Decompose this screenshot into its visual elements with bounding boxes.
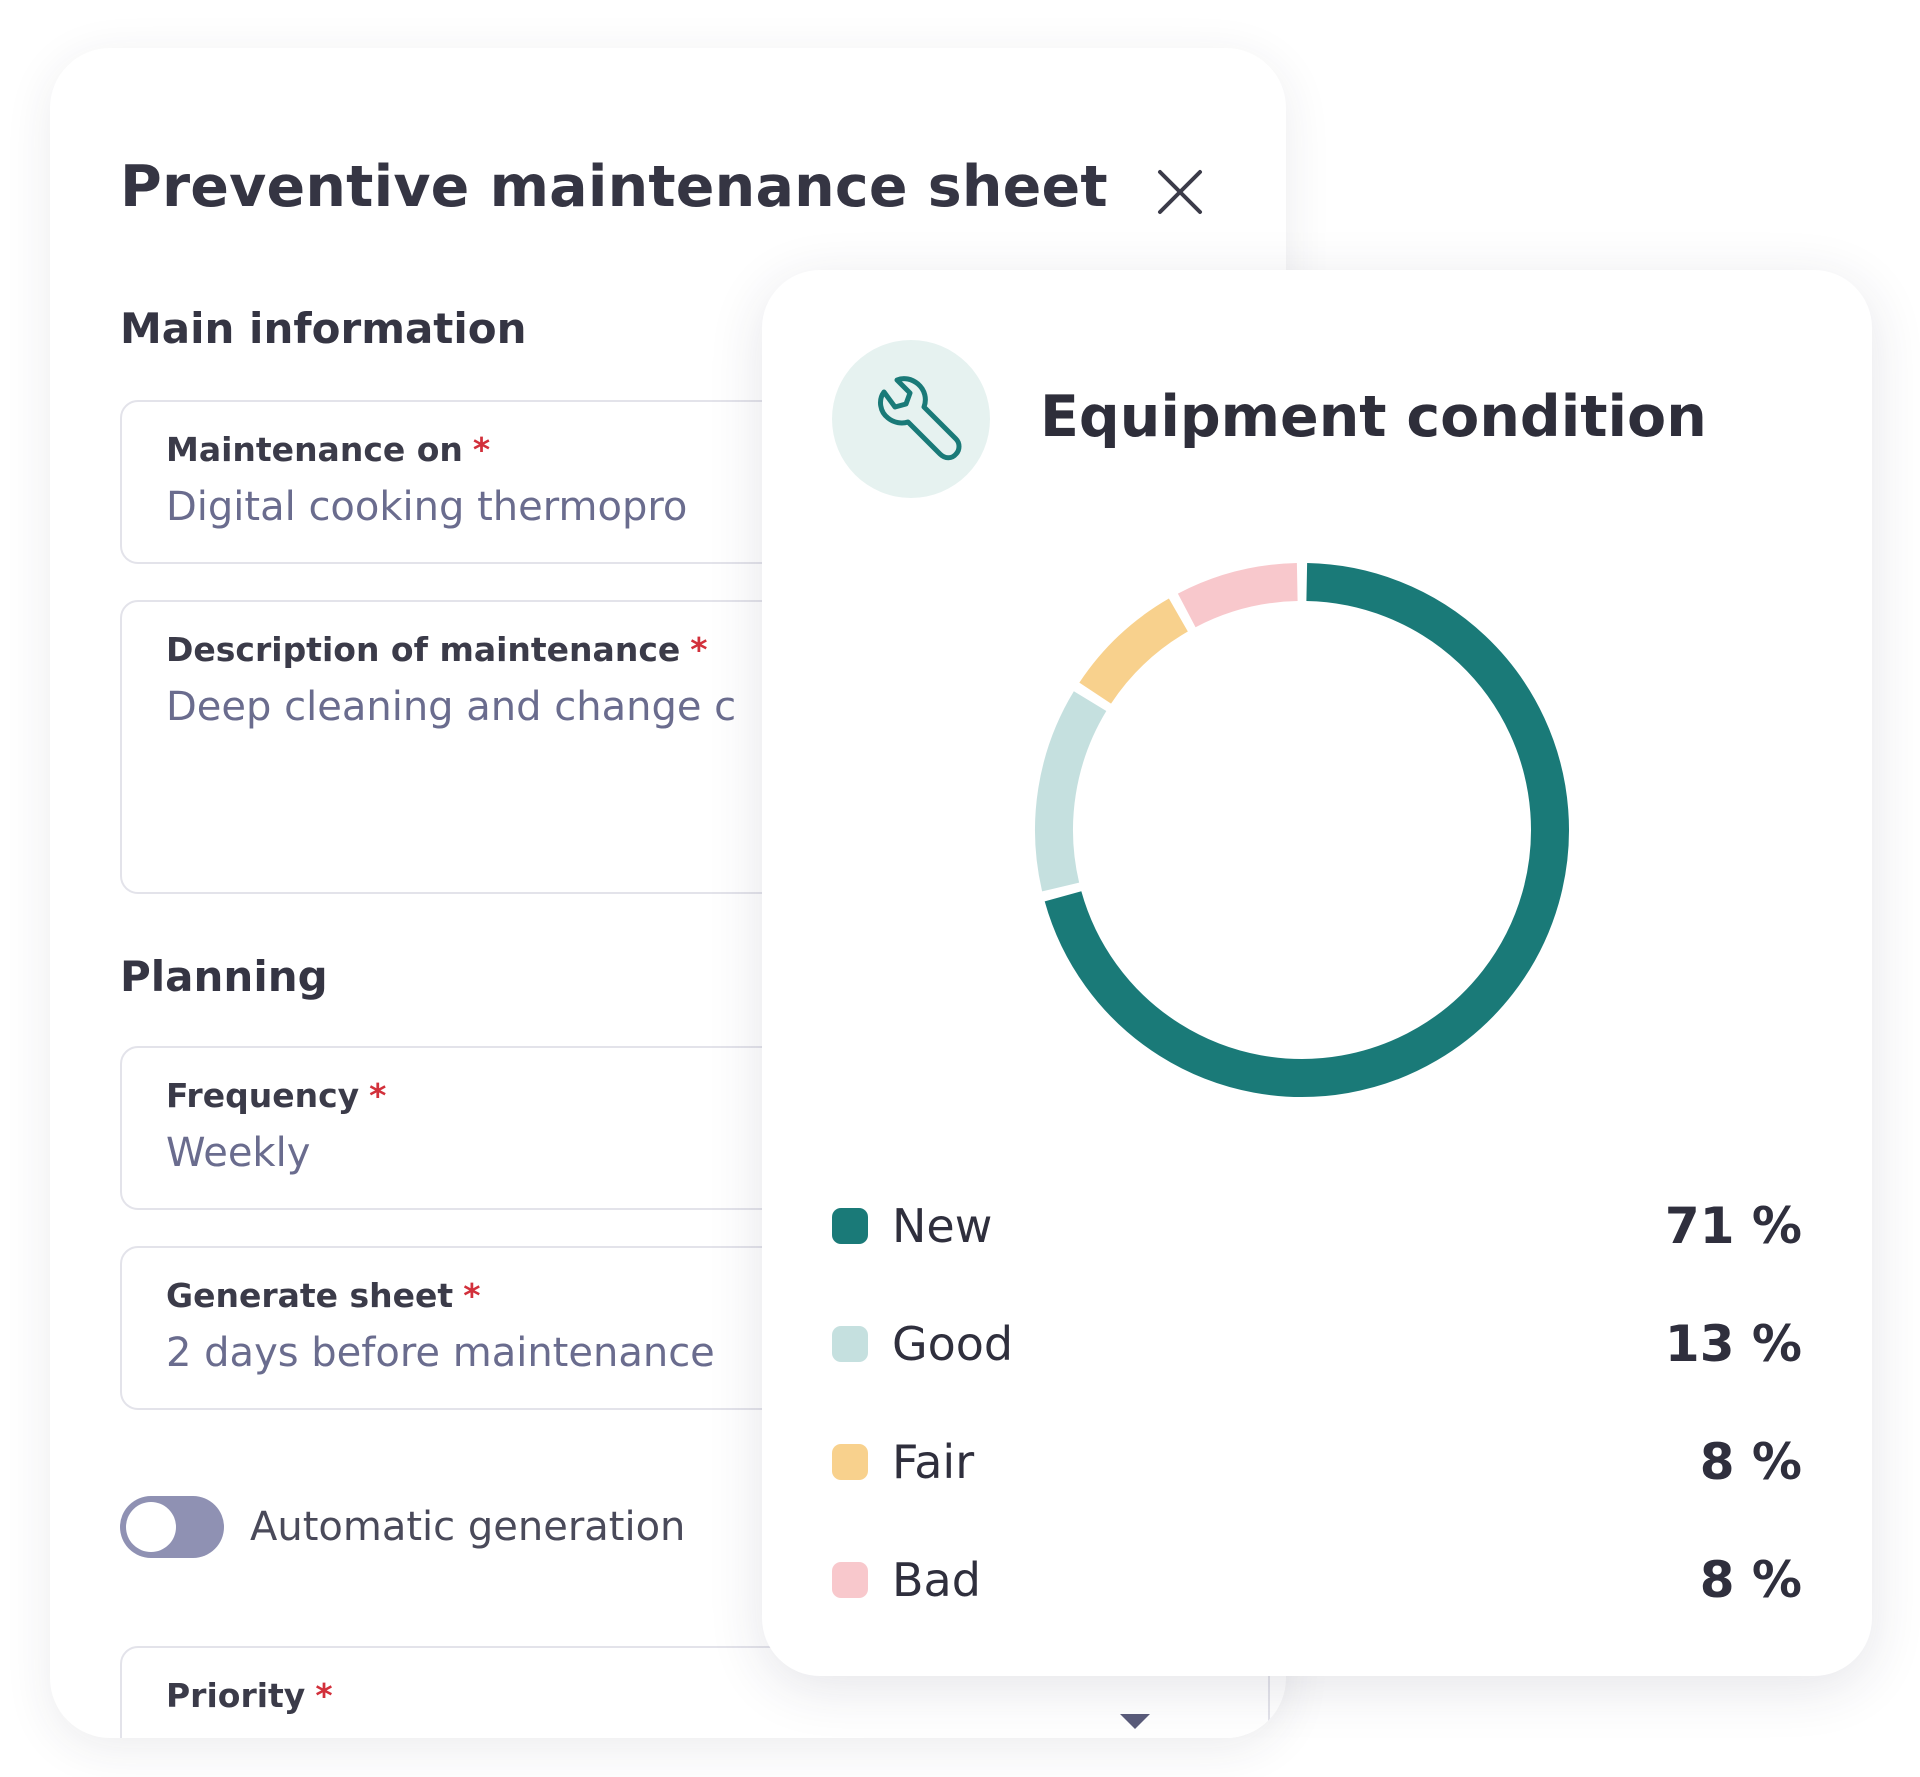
legend-item-good: Good 13 % — [832, 1304, 1802, 1384]
legend-swatch — [832, 1444, 868, 1480]
legend-swatch — [832, 1208, 868, 1244]
required-mark: * — [315, 1676, 333, 1715]
icon-badge — [832, 340, 990, 498]
legend-item-new: New 71 % — [832, 1186, 1802, 1266]
automatic-generation-label: Automatic generation — [250, 1504, 686, 1550]
legend-swatch — [832, 1326, 868, 1362]
required-mark: * — [369, 1076, 387, 1115]
legend-value: 8 % — [1699, 1551, 1802, 1609]
legend-value: 8 % — [1699, 1433, 1802, 1491]
legend-label: New — [892, 1199, 993, 1253]
frequency-value: Weekly — [166, 1130, 311, 1176]
close-icon — [1158, 170, 1202, 214]
priority-label: Priority * — [166, 1676, 333, 1715]
donut-slice-fair — [1079, 598, 1189, 704]
generate-sheet-label-text: Generate sheet — [166, 1276, 454, 1315]
description-label: Description of maintenance * — [166, 630, 708, 669]
chevron-down-icon[interactable] — [1120, 1714, 1150, 1729]
legend-item-bad: Bad 8 % — [832, 1540, 1802, 1620]
required-mark: * — [463, 1276, 481, 1315]
legend-item-fair: Fair 8 % — [832, 1422, 1802, 1502]
maintenance-on-label: Maintenance on * — [166, 430, 490, 469]
priority-label-text: Priority — [166, 1676, 306, 1715]
section-title-planning: Planning — [120, 952, 328, 1001]
legend-label: Good — [892, 1317, 1014, 1371]
legend-label: Bad — [892, 1553, 981, 1607]
close-button[interactable] — [1150, 162, 1210, 222]
required-mark: * — [472, 430, 491, 469]
legend-value: 13 % — [1664, 1315, 1802, 1373]
toggle-knob — [126, 1502, 176, 1552]
donut-chart — [1035, 563, 1569, 1097]
card-title: Equipment condition — [1040, 384, 1707, 450]
sheet-title: Preventive maintenance sheet — [120, 154, 1108, 220]
legend-swatch — [832, 1562, 868, 1598]
section-title-main-information: Main information — [120, 304, 527, 353]
description-label-text: Description of maintenance — [166, 630, 681, 669]
legend-label: Fair — [892, 1435, 975, 1489]
legend-value: 71 % — [1664, 1197, 1802, 1255]
automatic-generation-toggle[interactable] — [120, 1496, 224, 1558]
donut-slice-good — [1035, 691, 1107, 892]
wrench-icon — [878, 376, 962, 461]
maintenance-on-label-text: Maintenance on — [166, 430, 463, 469]
required-mark: * — [690, 630, 708, 669]
equipment-condition-card: Equipment condition New 71 % Good 13 % Fair 8… — [762, 270, 1872, 1676]
maintenance-on-value: Digital cooking thermopro — [166, 484, 688, 530]
generate-sheet-value: 2 days before maintenance — [166, 1330, 715, 1376]
donut-slice-bad — [1177, 563, 1298, 628]
donut-slice-new — [1044, 563, 1569, 1097]
description-value: Deep cleaning and change c — [166, 684, 737, 730]
generate-sheet-label: Generate sheet * — [166, 1276, 480, 1315]
frequency-label-text: Frequency — [166, 1076, 360, 1115]
frequency-label: Frequency * — [166, 1076, 386, 1115]
